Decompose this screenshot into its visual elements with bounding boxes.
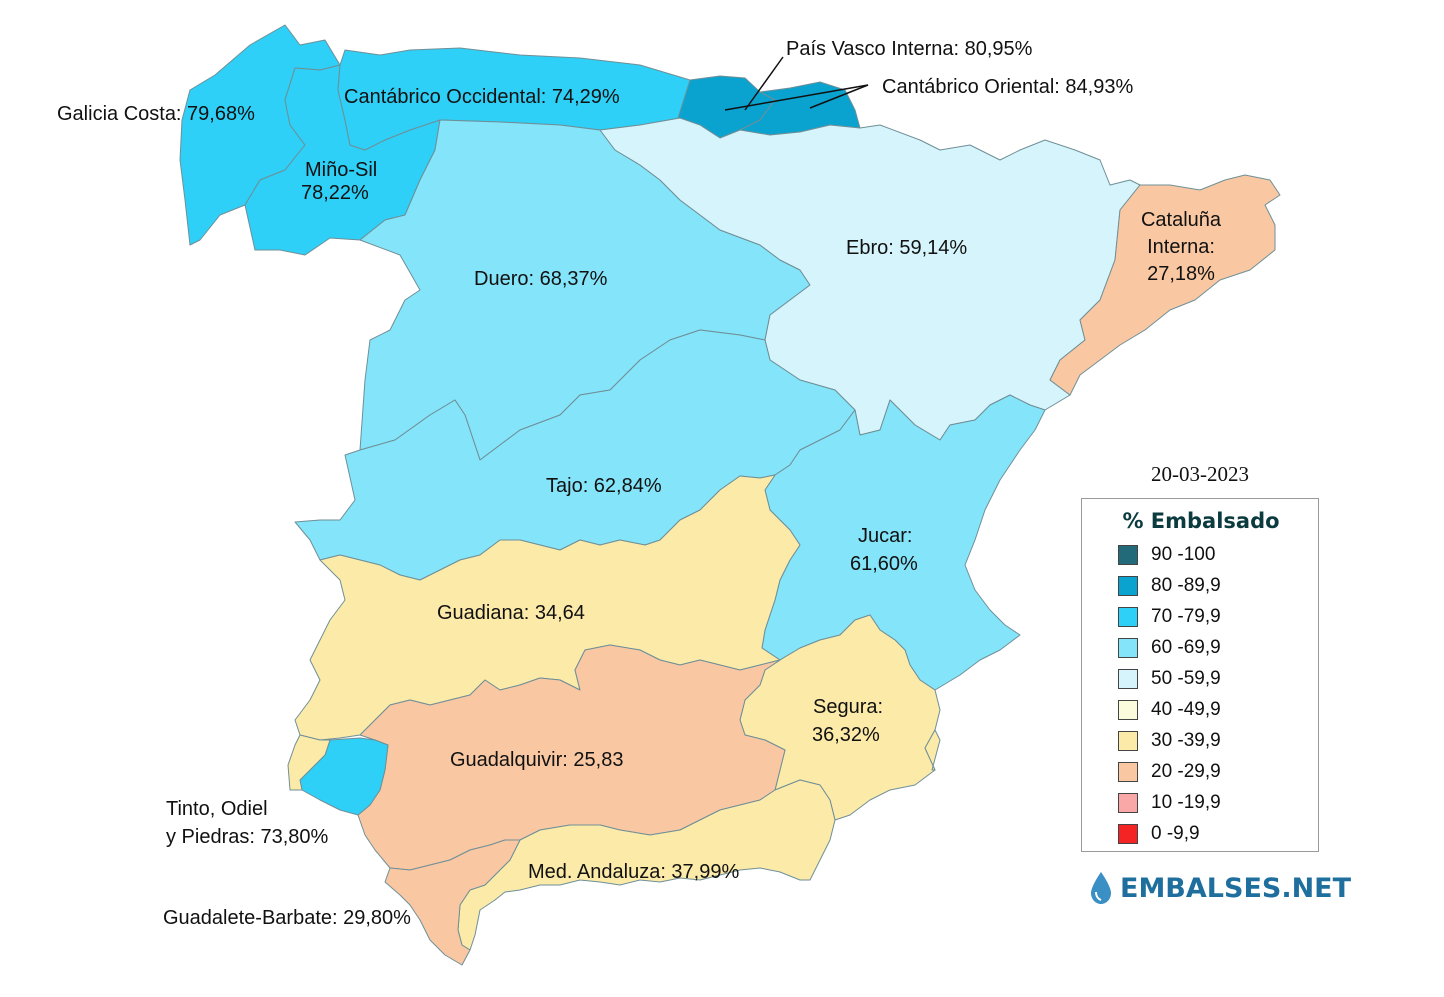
leader-line-cantabrico-oriental-a bbox=[724, 84, 869, 111]
legend-item: 50 -59,9 bbox=[1118, 667, 1221, 691]
legend-swatch bbox=[1118, 731, 1138, 751]
basin-guadalete-barbate[interactable] bbox=[384, 839, 521, 966]
legend-swatch bbox=[1118, 545, 1138, 565]
brand-name: EMBALSES.NET bbox=[1120, 872, 1352, 904]
legend-item: 70 -79,9 bbox=[1118, 605, 1221, 629]
label-guadiana: Guadiana: 34,64 bbox=[437, 602, 585, 624]
label-guadalquivir: Guadalquivir: 25,83 bbox=[450, 749, 623, 771]
legend: % Embalsado 90 -100 80 -89,9 70 -79,9 60 -6… bbox=[1081, 498, 1319, 852]
label-line: y Piedras: 73,80% bbox=[166, 826, 329, 848]
legend-item: 30 -39,9 bbox=[1118, 729, 1221, 753]
label-line: Miño-Sil bbox=[305, 159, 377, 181]
basin-labels: Galicia Costa: 79,68% Miño-Sil 78,22% Can… bbox=[57, 38, 1222, 929]
label-pais-vasco-interna: País Vasco Interna: 80,95% bbox=[786, 38, 1033, 60]
legend-label: 70 -79,9 bbox=[1151, 606, 1221, 627]
legend-label: 80 -89,9 bbox=[1151, 575, 1221, 596]
label-line: Interna: bbox=[1147, 236, 1215, 258]
label-tinto-odiel-piedras: Tinto, Odiel y Piedras: 73,80% bbox=[166, 798, 329, 848]
leader-line-pais-vasco bbox=[744, 56, 784, 111]
legend-swatch bbox=[1118, 607, 1138, 627]
label-guadalete-barbate: Guadalete-Barbate: 29,80% bbox=[163, 907, 411, 929]
label-tajo: Tajo: 62,84% bbox=[546, 475, 662, 497]
legend-swatch bbox=[1118, 669, 1138, 689]
legend-label: 20 -29,9 bbox=[1151, 761, 1221, 782]
legend-item: 20 -29,9 bbox=[1118, 760, 1221, 784]
legend-item: 80 -89,9 bbox=[1118, 574, 1221, 598]
label-cataluna-interna: Cataluña Interna: 27,18% bbox=[1141, 209, 1222, 285]
label-line: Segura: bbox=[813, 696, 883, 718]
map-date: 20-03-2023 bbox=[1151, 462, 1249, 486]
legend-label: 0 -9,9 bbox=[1151, 823, 1200, 844]
legend-item: 60 -69,9 bbox=[1118, 636, 1221, 660]
coast-tip-southwest bbox=[287, 734, 331, 791]
label-med-andaluza: Med. Andaluza: 37,99% bbox=[528, 861, 739, 883]
legend-item: 90 -100 bbox=[1118, 543, 1215, 567]
legend-swatch bbox=[1118, 824, 1138, 844]
legend-swatch bbox=[1118, 700, 1138, 720]
legend-swatch bbox=[1118, 576, 1138, 596]
leader-lines bbox=[724, 56, 869, 111]
legend-label: 30 -39,9 bbox=[1151, 730, 1221, 751]
label-segura: Segura: 36,32% bbox=[812, 696, 883, 746]
legend-label: 60 -69,9 bbox=[1151, 637, 1221, 658]
label-jucar: Jucar: 61,60% bbox=[850, 525, 918, 575]
basin-cataluna-interna[interactable] bbox=[1049, 174, 1281, 396]
label-line: 78,22% bbox=[301, 182, 369, 204]
legend-title: % Embalsado bbox=[1122, 509, 1280, 533]
water-drop-icon bbox=[1091, 872, 1111, 904]
leader-line-cantabrico-oriental-b bbox=[809, 84, 869, 109]
legend-label: 40 -49,9 bbox=[1151, 699, 1221, 720]
legend-swatch bbox=[1118, 638, 1138, 658]
label-line: Cataluña bbox=[1141, 209, 1222, 231]
legend-label: 50 -59,9 bbox=[1151, 668, 1221, 689]
brand-logo: EMBALSES.NET bbox=[1088, 868, 1351, 908]
legend-item: 10 -19,9 bbox=[1118, 791, 1221, 815]
label-cantabrico-occidental: Cantábrico Occidental: 74,29% bbox=[344, 86, 620, 108]
label-line: 27,18% bbox=[1147, 263, 1215, 285]
label-line: 61,60% bbox=[850, 553, 918, 575]
label-line: Tinto, Odiel bbox=[166, 798, 268, 820]
label-galicia-costa: Galicia Costa: 79,68% bbox=[57, 103, 255, 125]
legend-item: 40 -49,9 bbox=[1118, 698, 1221, 722]
label-line: Jucar: bbox=[858, 525, 912, 547]
coast-tip-southeast bbox=[924, 729, 941, 771]
legend-swatch bbox=[1118, 793, 1138, 813]
legend-label: 90 -100 bbox=[1151, 544, 1216, 565]
label-duero: Duero: 68,37% bbox=[474, 268, 608, 290]
legend-item: 0 -9,9 bbox=[1118, 822, 1200, 846]
basin-ebro[interactable] bbox=[599, 117, 1141, 441]
label-line: 36,32% bbox=[812, 724, 880, 746]
label-mino-sil: Miño-Sil 78,22% bbox=[301, 159, 377, 204]
basin-guadalquivir[interactable] bbox=[357, 644, 786, 871]
label-ebro: Ebro: 59,14% bbox=[846, 237, 967, 259]
legend-swatch bbox=[1118, 762, 1138, 782]
label-cantabrico-oriental: Cantábrico Oriental: 84,93% bbox=[882, 76, 1133, 98]
legend-label: 10 -19,9 bbox=[1151, 792, 1221, 813]
